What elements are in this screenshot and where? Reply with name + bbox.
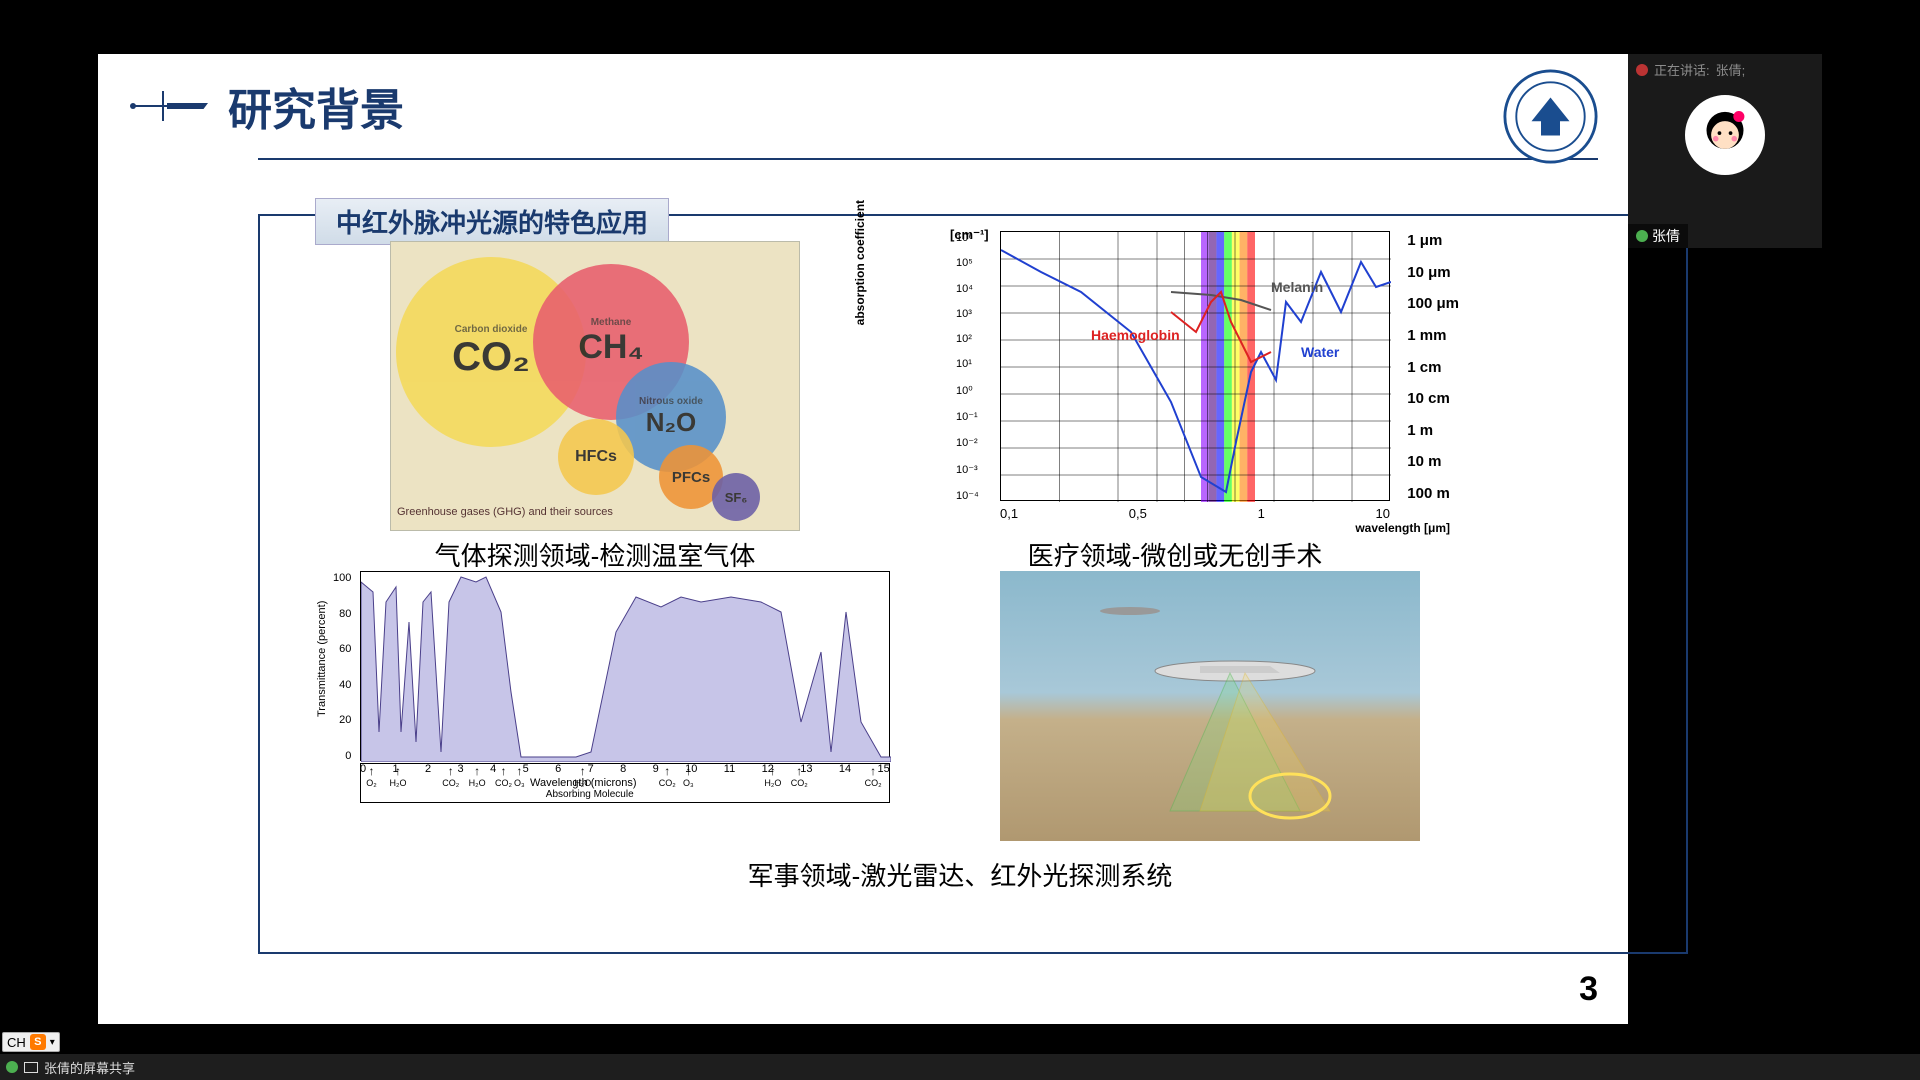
molecule-marker: ↑CO₂ — [865, 764, 882, 788]
military-uav-image — [1000, 571, 1420, 841]
ime-dropdown-icon[interactable]: ▾ — [50, 1037, 55, 1048]
mic-muted-icon — [1636, 64, 1648, 76]
trans-y-label: Transmittance (percent) — [316, 601, 328, 717]
svg-text:Water: Water — [1301, 344, 1340, 360]
mic-icon — [1636, 230, 1648, 242]
ghg-caption: 气体探测领域-检测温室气体 — [390, 536, 800, 573]
y-axis-title: absorption coefficient — [853, 200, 867, 325]
svg-text:Melanin: Melanin — [1271, 279, 1323, 295]
share-label: 张倩的屏幕共享 — [44, 1058, 135, 1077]
video-conference-panel[interactable]: 正在讲话: 张倩; 张倩 — [1628, 54, 1822, 248]
ime-indicator[interactable]: CH S ▾ — [2, 1032, 60, 1052]
molecule-marker: ↑H₂O — [574, 764, 591, 788]
military-caption: 军事领域-激光雷达、红外光探测系统 — [610, 856, 1310, 893]
molecule-marker: ↑CO₂ — [442, 764, 459, 788]
molecule-marker: ↑O₃ — [683, 764, 694, 788]
molecule-marker: ↑CO₂ — [791, 764, 808, 788]
speaking-indicator: 正在讲话: 张倩; — [1628, 54, 1822, 85]
absorption-spectrum-chart: [cm⁻¹] absorption coefficient 10⁶10⁵10⁴1… — [930, 231, 1450, 531]
participant-name-tag[interactable]: 张倩 — [1628, 224, 1688, 248]
ghg-bubble: HFCs — [558, 419, 634, 495]
molecule-marker: ↑H₂O — [764, 764, 781, 788]
presentation-slide: 研究背景 中红外脉冲光源的特色应用 Carbon dioxideCO₂Metha… — [98, 54, 1628, 1024]
molecule-marker: ↑O₂ — [366, 764, 377, 788]
slide-header: 研究背景 — [98, 54, 1628, 158]
x-axis-title: wavelength [μm] — [1355, 521, 1450, 535]
molecule-marker: ↑CO₂ — [495, 764, 512, 788]
molecule-marker: ↑O₃ — [514, 764, 525, 788]
ghg-footer: Greenhouse gases (GHG) and their sources — [397, 506, 613, 518]
content-box: 中红外脉冲光源的特色应用 Carbon dioxideCO₂MethaneCH₄… — [258, 214, 1688, 954]
molecule-marker: ↑CO₂ — [659, 764, 676, 788]
airplane-icon — [128, 86, 208, 126]
ghg-bubble: SF₆ — [712, 473, 760, 521]
slide-title: 研究背景 — [228, 74, 404, 138]
mic-status-icon[interactable] — [6, 1061, 18, 1073]
subtitle: 中红外脉冲光源的特色应用 — [315, 198, 669, 245]
svg-text:Haemoglobin: Haemoglobin — [1091, 327, 1180, 343]
medical-caption: 医疗领域-微创或无创手术 — [900, 536, 1450, 573]
meeting-status-bar: 张倩的屏幕共享 — [0, 1054, 1920, 1080]
page-number: 3 — [1579, 970, 1598, 1009]
molecule-marker: ↑H₂O — [469, 764, 486, 788]
sogou-icon: S — [30, 1034, 46, 1050]
transmittance-chart: Transmittance (percent) 100806040200 012… — [330, 571, 890, 851]
molecule-marker: ↑H₂O — [389, 764, 406, 788]
screen-share-icon[interactable] — [24, 1062, 38, 1073]
molecule-title: Absorbing Molecule — [546, 789, 634, 800]
university-logo — [1503, 69, 1598, 164]
title-divider — [258, 158, 1598, 160]
ghg-bubble-diagram: Carbon dioxideCO₂MethaneCH₄Nitrous oxide… — [390, 241, 800, 531]
participant-avatar[interactable] — [1685, 95, 1765, 175]
